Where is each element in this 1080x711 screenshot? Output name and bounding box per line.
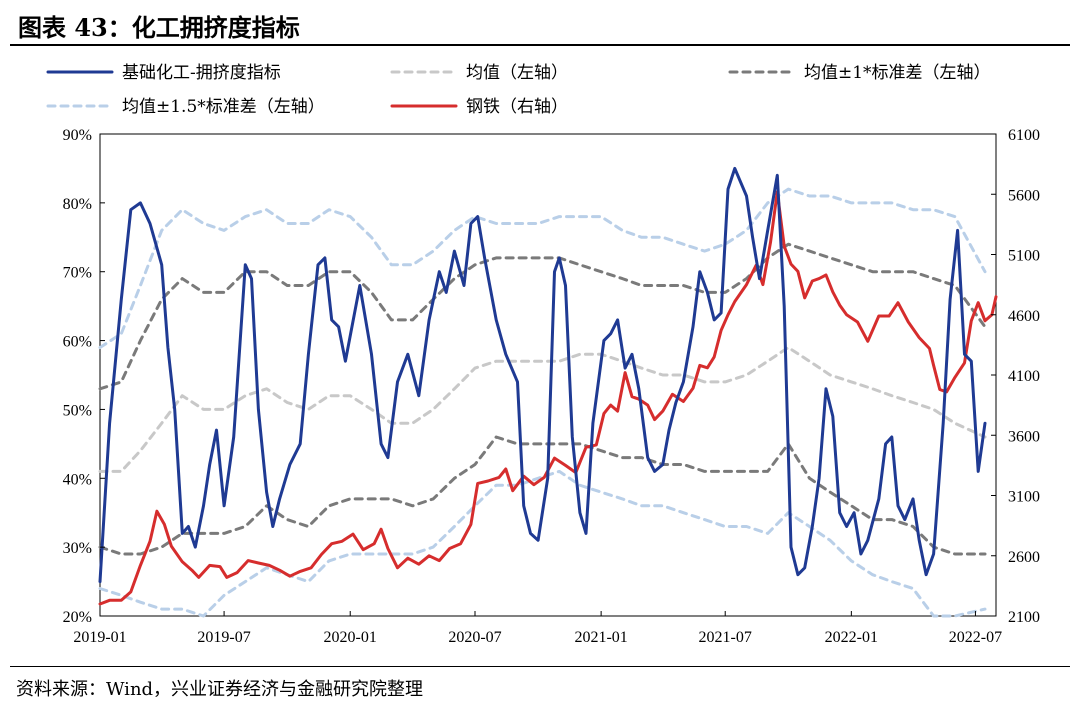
y-left-tick-label: 90%	[63, 127, 92, 144]
series-3-upper-line	[98, 187, 987, 349]
series-1-line	[98, 346, 987, 473]
y-right-tick-label: 2600	[1008, 549, 1040, 566]
legend-label-3: 均值±1.5*标准差（左轴）	[122, 97, 325, 117]
y-left-tick-label: 80%	[63, 196, 92, 213]
chart-lines	[98, 166, 998, 618]
x-tick-label: 2021-07	[699, 629, 752, 646]
series-0-line	[98, 166, 987, 584]
chart-frame	[99, 133, 997, 617]
x-tick-label: 2019-07	[197, 629, 250, 646]
y-right-tick-label: 2100	[1008, 609, 1040, 626]
chart: 20% 30% 40% 50% 60% 70% 80% 90% 2100 2600 3100 3600…	[46, 63, 1040, 646]
page-title: 图表 43：化工拥挤度指标	[18, 13, 300, 42]
y-left-tick-label: 70%	[63, 265, 92, 282]
x-tick-label: 2022-01	[825, 629, 878, 646]
series-2-upper-line	[98, 242, 987, 391]
y-left-tick-label: 20%	[63, 609, 92, 626]
y-right-tick-label: 6100	[1008, 127, 1040, 144]
chart-axes: 20% 30% 40% 50% 60% 70% 80% 90% 2100 2600 3100 3600…	[63, 127, 1040, 646]
y-left-tick-label: 60%	[63, 334, 92, 351]
legend-label-0: 基础化工-拥挤度指标	[122, 63, 281, 83]
x-tick-label: 2019-01	[73, 629, 126, 646]
plot-frame	[99, 133, 997, 617]
chart-legend: 基础化工-拥挤度指标 均值（左轴） 均值±1*标准差（左轴） 均值±1.5*标准差（左…	[46, 63, 991, 117]
x-tick-label: 2022-07	[949, 629, 1002, 646]
legend-label-4: 钢铁（右轴）	[466, 97, 568, 117]
x-tick-label: 2021-01	[574, 629, 627, 646]
source-note: 资料来源：Wind，兴业证券经济与金融研究院整理	[16, 679, 424, 700]
y-right-tick-label: 5100	[1008, 248, 1040, 265]
y-left-tick-label: 30%	[63, 540, 92, 557]
y-right-tick-label: 4100	[1008, 368, 1040, 385]
legend-label-1: 均值（左轴）	[466, 63, 568, 83]
series-4-line	[98, 190, 998, 606]
y-right-tick-label: 3100	[1008, 489, 1040, 506]
x-tick-label: 2020-01	[324, 629, 377, 646]
y-left-tick-label: 50%	[63, 402, 92, 419]
y-right-tick-label: 5600	[1008, 187, 1040, 204]
series-3-lower-line	[98, 469, 987, 618]
x-tick-label: 2020-07	[448, 629, 501, 646]
series-2-lower-line	[98, 435, 987, 556]
y-right-tick-label: 4600	[1008, 308, 1040, 325]
title-divider	[10, 44, 1070, 46]
legend-label-2: 均值±1*标准差（左轴）	[804, 63, 991, 83]
y-left-tick-label: 40%	[63, 471, 92, 488]
source-divider	[10, 666, 1070, 667]
y-right-tick-label: 3600	[1008, 428, 1040, 445]
